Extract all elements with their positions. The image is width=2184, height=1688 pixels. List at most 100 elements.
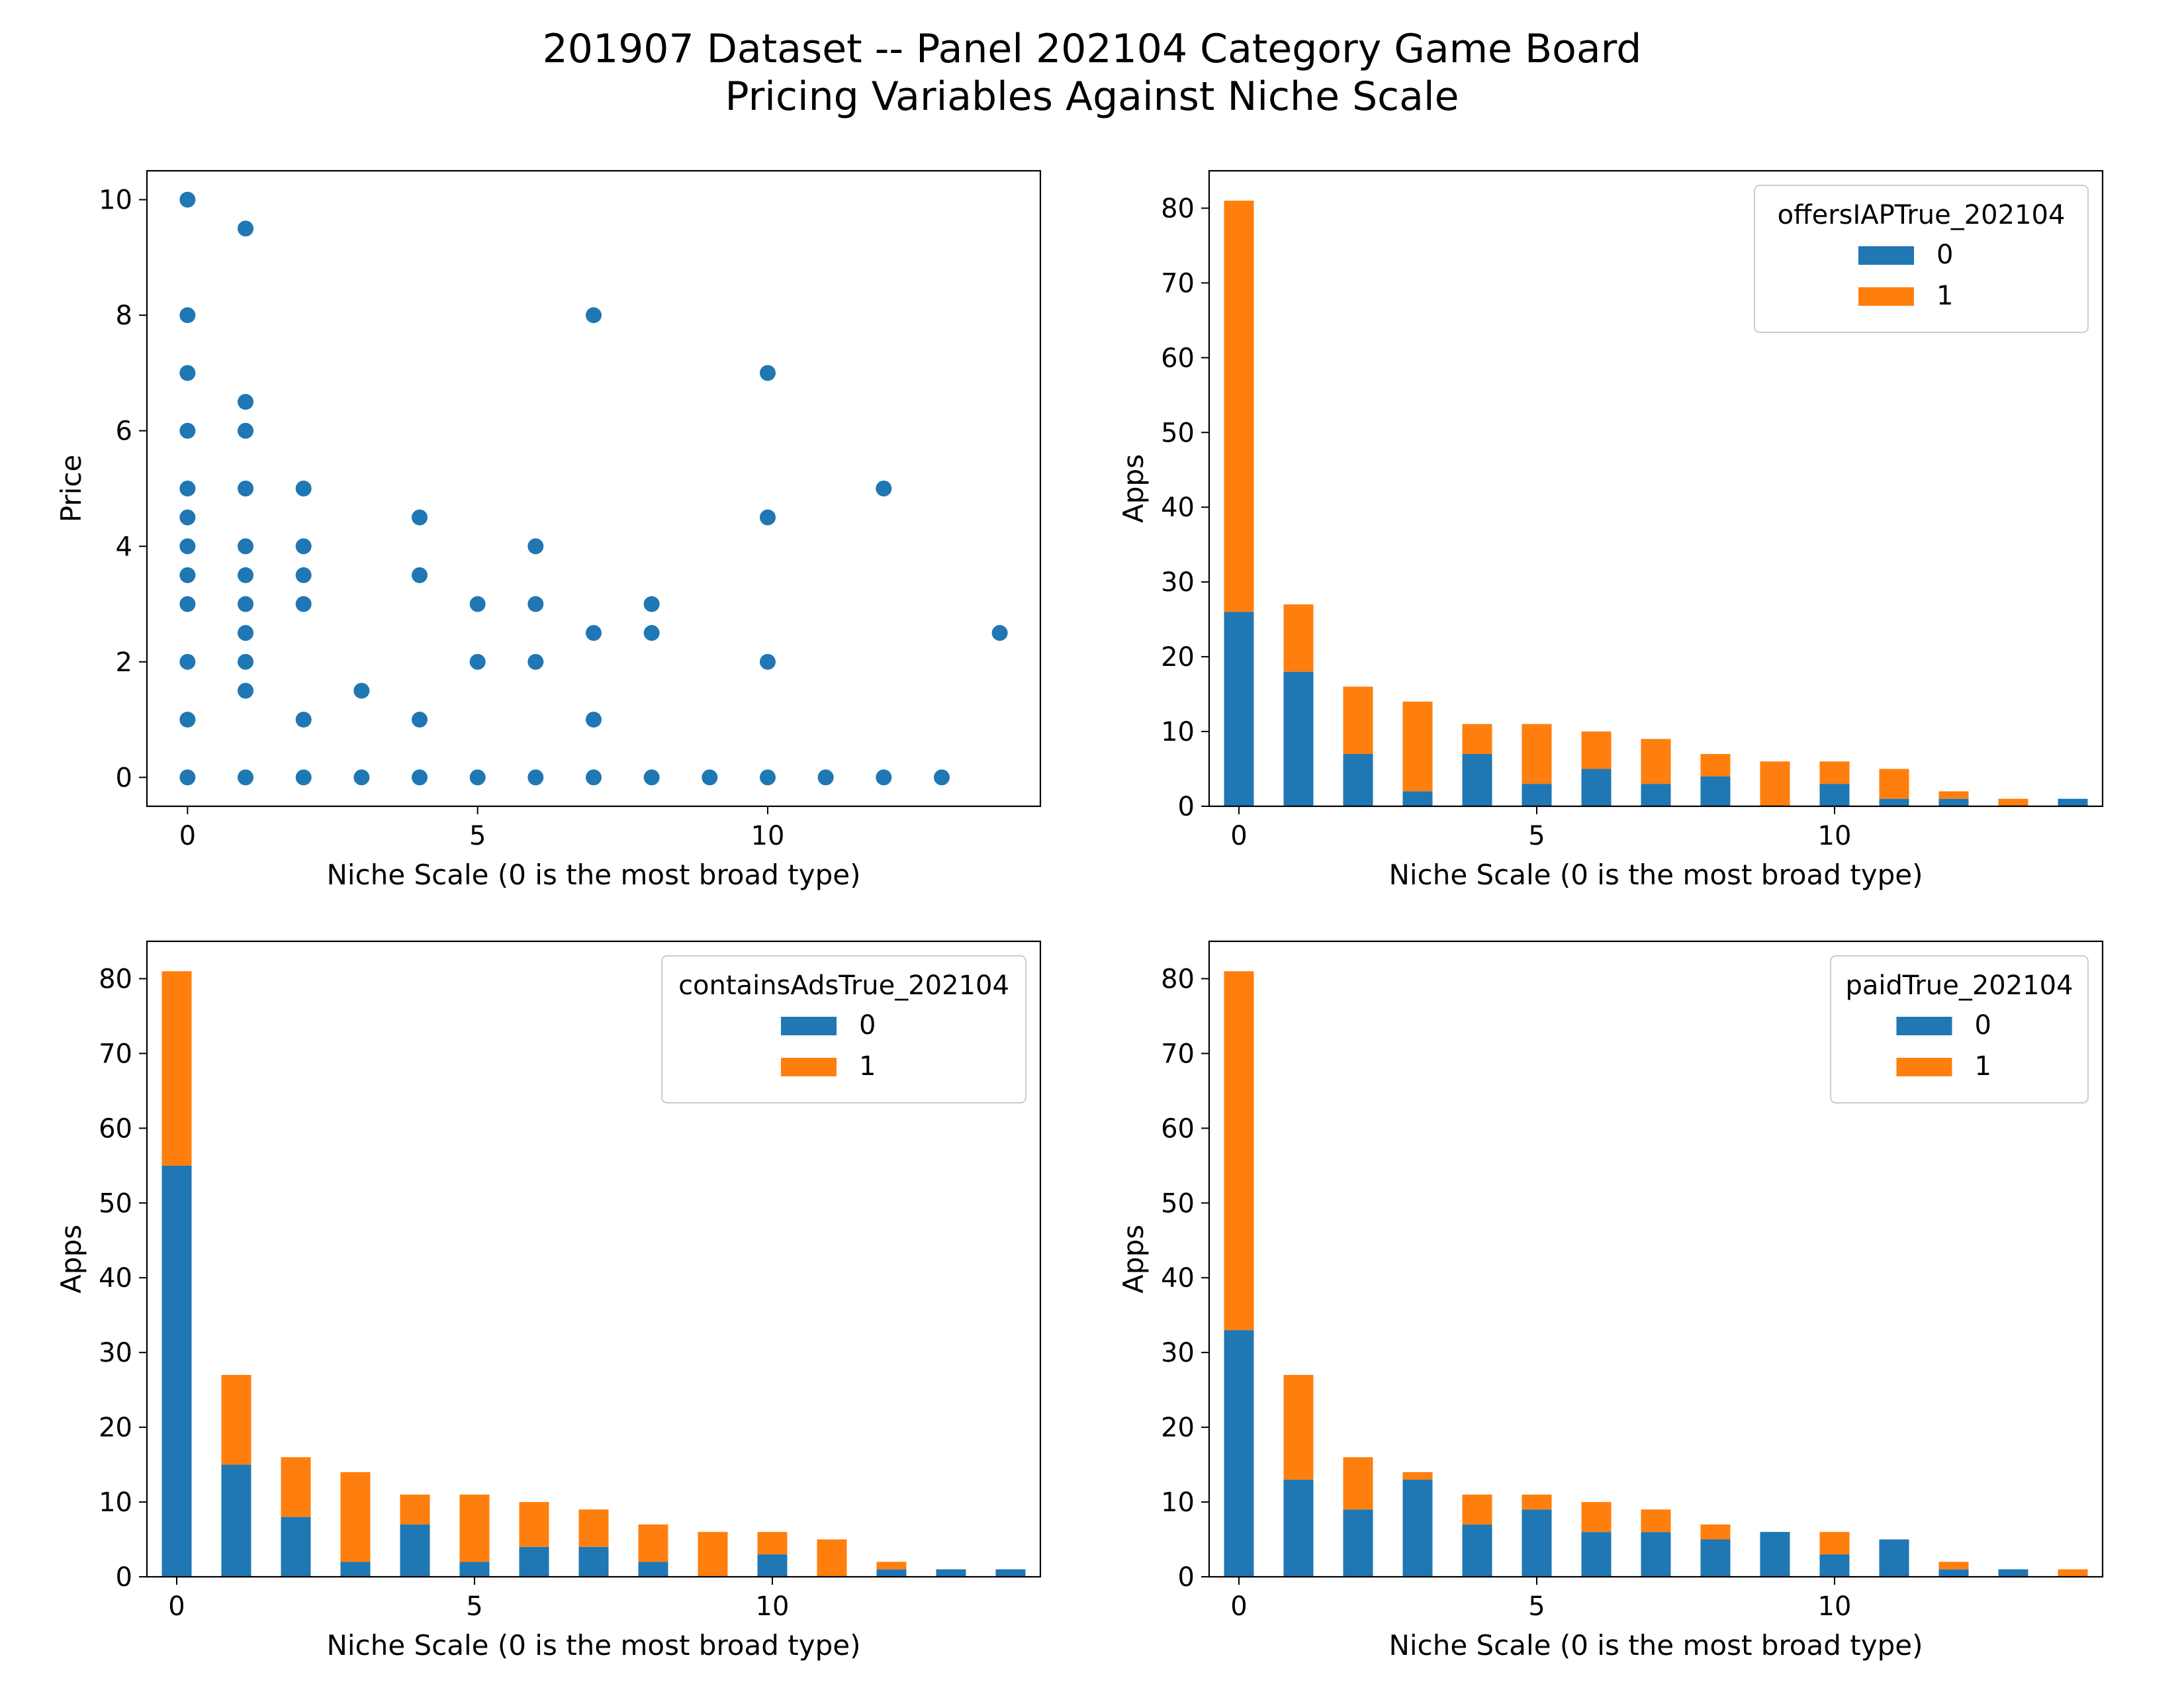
bar-segment-series-1 <box>1402 701 1433 792</box>
bar-segment-series-1 <box>1700 1524 1731 1540</box>
scatter-point <box>586 769 602 786</box>
bar-segment-series-0 <box>1224 612 1254 806</box>
x-axis-label: Niche Scale (0 is the most broad type) <box>327 859 861 891</box>
scatter-point <box>643 625 660 641</box>
bar-segment-series-1 <box>1581 1502 1612 1532</box>
scatter-point <box>238 769 254 786</box>
bar-segment-series-1 <box>1283 1375 1314 1480</box>
scatter-point <box>527 596 544 612</box>
x-tick-label: 5 <box>1528 1591 1545 1622</box>
legend-label-series-0: 0 <box>1975 1010 1991 1041</box>
y-axis-label: Price <box>55 455 87 522</box>
x-tick-label: 10 <box>751 821 785 851</box>
bar-segment-series-0 <box>1283 671 1314 806</box>
y-tick-label: 20 <box>1161 1413 1195 1443</box>
y-tick-label: 10 <box>99 185 132 216</box>
y-tick-label: 2 <box>116 647 132 678</box>
scatter-point <box>702 769 718 786</box>
x-tick-label: 10 <box>1818 821 1852 851</box>
scatter-point <box>179 769 196 786</box>
scatter-point <box>179 307 196 324</box>
scatter-point <box>586 307 602 324</box>
bar-segment-series-1 <box>1938 791 1969 799</box>
bar-segment-series-1 <box>1522 724 1552 784</box>
bar-segment-series-0 <box>1522 784 1552 806</box>
x-tick-label: 0 <box>1230 821 1247 851</box>
bar-segment-series-1 <box>221 1375 251 1465</box>
figure-title: 201907 Dataset -- Panel 202104 Category … <box>0 25 2184 120</box>
bar-segment-series-0 <box>1343 1509 1373 1577</box>
plot-frame <box>1208 940 2104 1578</box>
y-axis-label: Apps <box>1117 1225 1150 1293</box>
plot-frame <box>1208 169 2104 808</box>
x-tick-label: 0 <box>1230 1591 1247 1622</box>
bar-segment-series-0 <box>1819 1554 1850 1577</box>
legend-title: offersIAPTrue_202104 <box>1778 200 2066 230</box>
legend-label-series-0: 0 <box>1936 240 1953 270</box>
bar-segment-series-1 <box>578 1509 609 1547</box>
bar-segment-series-1 <box>1343 1457 1373 1510</box>
scatter-point <box>238 481 254 496</box>
bar-segment-series-1 <box>698 1532 728 1577</box>
bar-segment-series-0 <box>2058 798 2088 806</box>
scatter-point <box>412 509 428 526</box>
figure-title-line2: Pricing Variables Against Niche Scale <box>725 73 1459 120</box>
scatter-point <box>469 769 486 786</box>
y-tick-label: 10 <box>99 1487 132 1518</box>
scatter-point <box>238 567 254 583</box>
y-tick-label: 50 <box>1161 418 1195 448</box>
bar-segment-series-1 <box>340 1472 371 1562</box>
y-tick-label: 30 <box>99 1338 132 1368</box>
x-axis-label: Niche Scale (0 is the most broad type) <box>327 1629 861 1662</box>
scatter-point <box>295 481 312 496</box>
x-tick-label: 0 <box>179 821 196 851</box>
scatter-point <box>179 653 196 670</box>
bar-segment-series-0 <box>1879 798 1909 806</box>
y-tick-label: 20 <box>1161 642 1195 673</box>
scatter-point <box>179 596 196 612</box>
legend-label-series-0: 0 <box>859 1010 876 1041</box>
scatter-point <box>469 653 486 670</box>
bar-segment-series-1 <box>1998 798 2028 806</box>
legend-box <box>1830 955 2089 1103</box>
bar-segment-series-0 <box>638 1562 668 1577</box>
scatter-point <box>295 538 312 555</box>
y-tick-label: 70 <box>1161 268 1195 299</box>
bar-segment-series-0 <box>519 1546 549 1577</box>
legend-box <box>1754 185 2089 333</box>
x-tick-label: 5 <box>466 1591 482 1622</box>
scatter-point <box>179 538 196 555</box>
scatter-point <box>238 653 254 670</box>
bar-segment-series-1 <box>1343 686 1373 754</box>
bar-segment-series-0 <box>161 1165 192 1577</box>
bar-segment-series-1 <box>1760 761 1790 806</box>
scatter-point <box>643 596 660 612</box>
bar-segment-series-0 <box>1224 1330 1254 1577</box>
scatter-point <box>179 422 196 439</box>
y-tick-label: 60 <box>1161 1113 1195 1144</box>
bar-segment-series-1 <box>876 1562 907 1570</box>
legend-swatch-series-0 <box>781 1017 837 1035</box>
y-tick-label: 30 <box>1161 1338 1195 1368</box>
y-tick-label: 10 <box>1161 717 1195 747</box>
y-tick-label: 20 <box>99 1413 132 1443</box>
bar-segment-series-1 <box>519 1502 549 1547</box>
bar-segment-series-1 <box>1283 604 1314 672</box>
scatter-point <box>179 191 196 208</box>
bar-segment-series-0 <box>1879 1539 1909 1577</box>
bar-segment-series-0 <box>757 1554 788 1577</box>
scatter-point <box>179 481 196 496</box>
y-tick-label: 50 <box>1161 1188 1195 1219</box>
bar-segment-series-0 <box>281 1517 311 1577</box>
scatter-point <box>238 596 254 612</box>
scatter-point <box>876 481 892 496</box>
y-tick-label: 40 <box>1161 492 1195 523</box>
bar-segment-series-0 <box>1522 1509 1552 1577</box>
bar-segment-series-1 <box>1879 769 1909 799</box>
scatter-point <box>759 509 776 526</box>
scatter-point <box>179 712 196 728</box>
scatter-point <box>412 712 428 728</box>
bar-segment-series-1 <box>638 1524 668 1562</box>
